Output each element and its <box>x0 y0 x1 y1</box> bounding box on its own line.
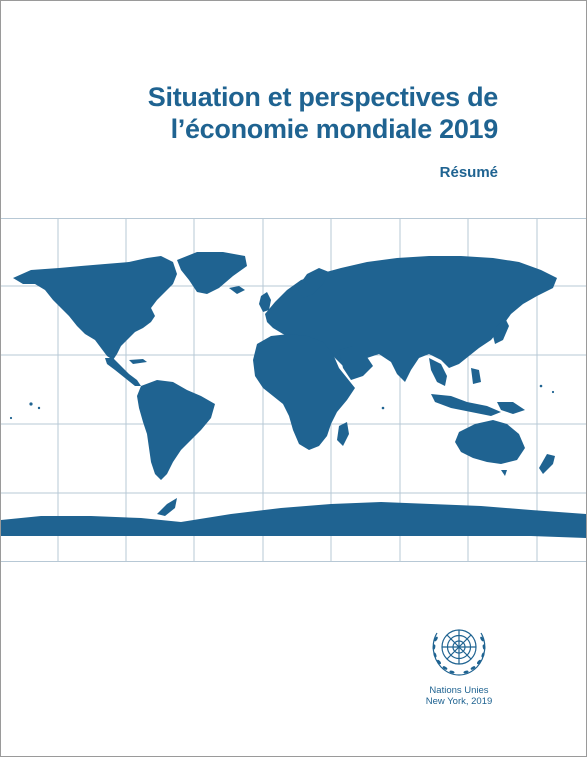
central-america-shape <box>105 358 141 386</box>
antarctica-shape <box>1 502 586 538</box>
report-title: Situation et perspectives de l’économie … <box>147 81 499 145</box>
new-zealand-shape <box>539 454 555 474</box>
report-title-line-1: Situation et perspectives de <box>147 82 499 112</box>
publisher-place-year: New York, 2019 <box>425 696 493 707</box>
eurasia-shape <box>265 256 557 382</box>
pacific-island-dot <box>539 384 543 388</box>
indian-ocean-island-dot <box>381 406 385 410</box>
philippines-shape <box>471 368 481 384</box>
world-map-svg <box>1 218 586 562</box>
pacific-island-dot <box>9 416 13 420</box>
publisher-text: Nations Unies New York, 2019 <box>409 685 509 707</box>
pacific-island-dot <box>29 402 33 406</box>
antarctic-peninsula-shape <box>157 498 177 516</box>
africa-shape <box>253 334 355 450</box>
pacific-island-dot <box>551 390 555 394</box>
un-emblem-icon <box>432 629 486 676</box>
report-subtitle: Résumé <box>439 164 498 181</box>
australia-shape <box>455 420 525 464</box>
continents <box>1 252 586 538</box>
south-america-shape <box>137 380 215 480</box>
new-guinea-shape <box>497 402 525 414</box>
scandinavia-shape <box>297 268 329 298</box>
japan-shape <box>493 318 509 344</box>
world-map <box>1 218 586 562</box>
pacific-island-dot <box>37 406 41 410</box>
tasmania-shape <box>501 470 507 476</box>
north-america-shape <box>13 256 177 360</box>
indonesia-shape <box>431 394 501 416</box>
report-title-line-2: l’économie mondiale 2019 <box>170 114 499 144</box>
iceland-shape <box>229 286 245 294</box>
caribbean-shape <box>129 359 147 364</box>
british-isles-shape <box>259 292 271 312</box>
greenland-shape <box>177 252 247 294</box>
southeast-asia-shape <box>429 358 447 386</box>
publisher-block: Nations Unies New York, 2019 <box>409 619 509 707</box>
arabia-shape <box>339 346 373 380</box>
madagascar-shape <box>337 422 349 446</box>
publisher-organization: Nations Unies <box>429 685 489 696</box>
